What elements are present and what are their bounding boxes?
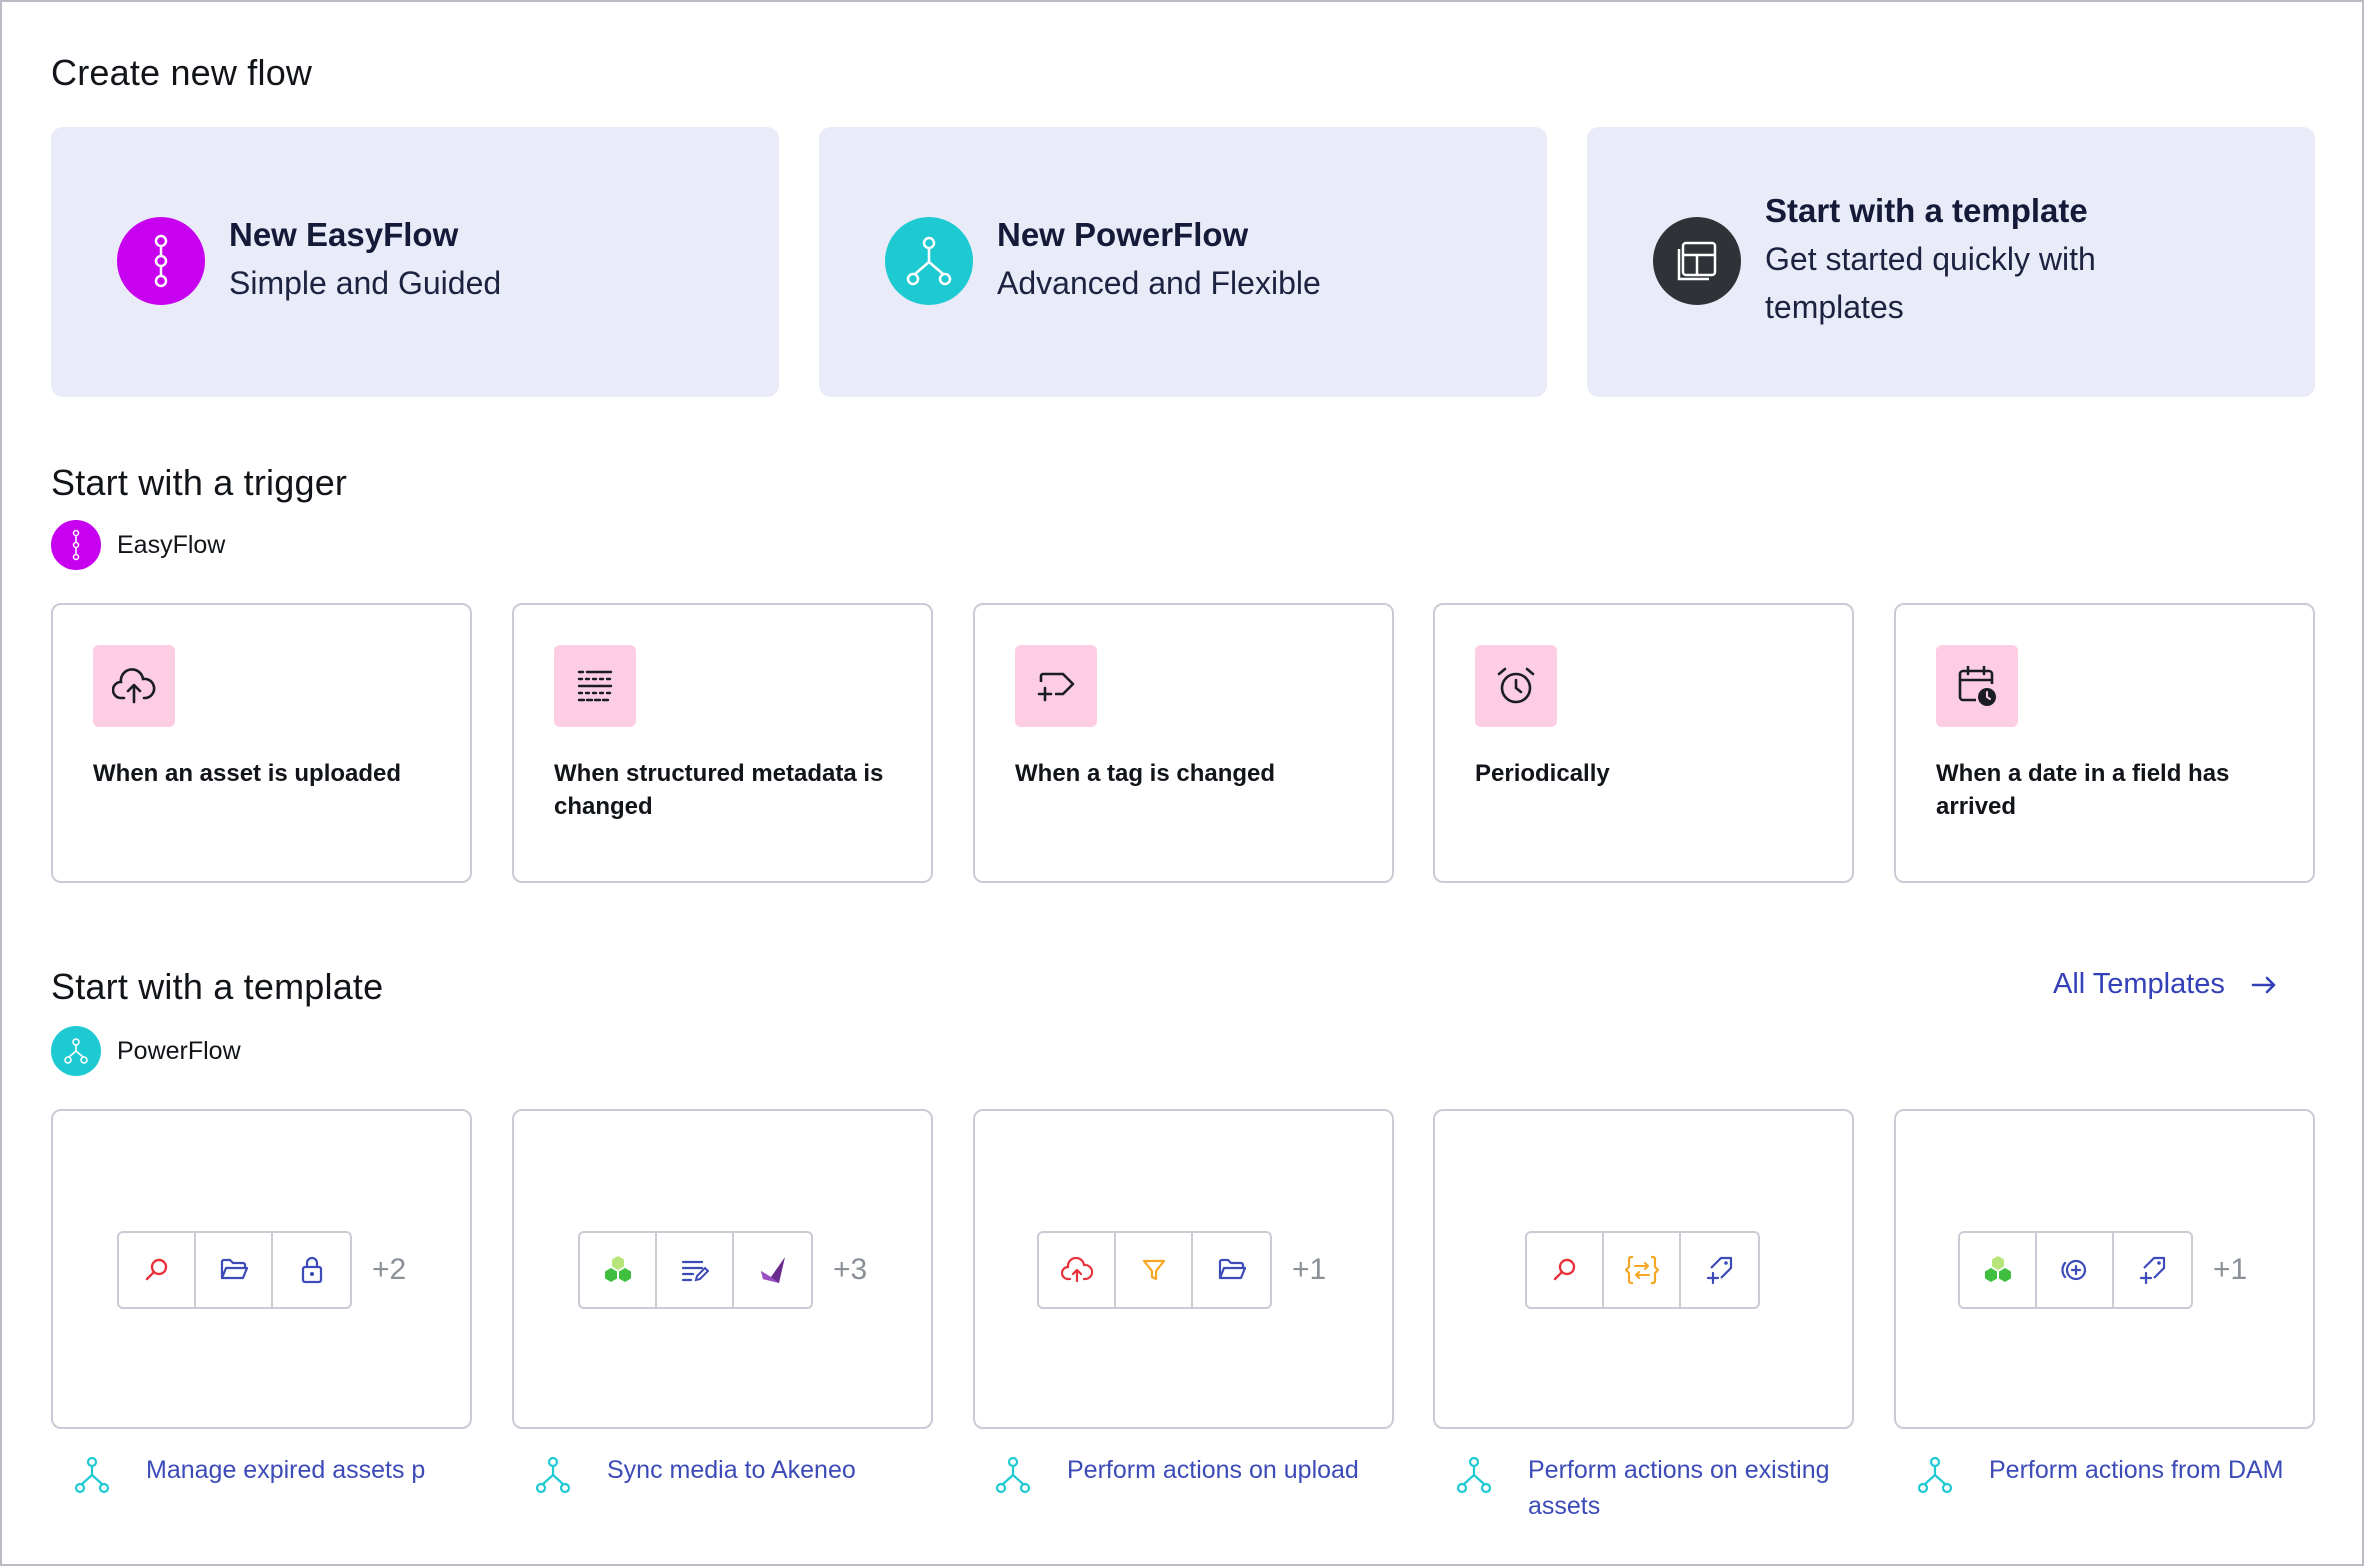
calendar-clock-icon: [1936, 645, 2018, 727]
new-easyflow-card[interactable]: New EasyFlow Simple and Guided: [51, 127, 779, 397]
template-title: Manage expired assets p: [146, 1456, 426, 1484]
card-subtitle: Advanced and Flexible: [997, 265, 1321, 301]
create-flow-heading: Create new flow: [51, 52, 313, 93]
template-heading: Start with a template: [51, 966, 384, 1007]
template-card-actions-upload[interactable]: +1: [973, 1109, 1394, 1429]
structured-metadata-icon: [554, 645, 636, 727]
badge-label: PowerFlow: [117, 1036, 241, 1065]
trigger-card-date-arrived[interactable]: When a date in a field has arrived: [1894, 603, 2315, 883]
new-powerflow-card[interactable]: New PowerFlow Advanced and Flexible: [819, 127, 1547, 397]
trigger-label: When a tag is changed: [1015, 760, 1276, 787]
template-link-actions-upload[interactable]: Perform actions on upload: [995, 1452, 1397, 1496]
folder-icon: [1193, 1233, 1270, 1307]
powerflow-icon: [1917, 1456, 1953, 1494]
cloud-upload-icon: [93, 645, 175, 727]
template-title: Perform actions on upload: [1067, 1456, 1359, 1484]
powerflow-icon: [1456, 1456, 1492, 1494]
more-count: +1: [1292, 1253, 1327, 1286]
easyflow-icon: [117, 217, 205, 305]
easyflow-icon: [51, 520, 101, 570]
card-title: New PowerFlow: [997, 216, 1249, 253]
search-icon: [1527, 1233, 1604, 1307]
trigger-heading: Start with a trigger: [51, 462, 348, 503]
template-title: Perform actions from DAM: [1989, 1456, 2284, 1484]
template-card-actions-dam[interactable]: +1: [1894, 1109, 2315, 1429]
trigger-label: When an asset is uploaded: [93, 760, 402, 787]
trigger-card-tag-changed[interactable]: When a tag is changed: [973, 603, 1394, 883]
template-link-sync-akeneo[interactable]: Sync media to Akeneo: [535, 1452, 937, 1496]
trigger-label: Periodically: [1475, 760, 1610, 787]
start-template-card[interactable]: Start with a template Get started quickl…: [1587, 127, 2315, 397]
template-card-actions-existing[interactable]: [1433, 1109, 1854, 1429]
powerflow-icon: [885, 217, 973, 305]
powerflow-icon: [74, 1456, 110, 1494]
trigger-label: When a date in a field has arrived: [1936, 760, 2230, 820]
more-count: +1: [2213, 1253, 2248, 1286]
code-transfer-icon: [1604, 1233, 1681, 1307]
search-icon: [119, 1233, 196, 1307]
card-subtitle: templates: [1765, 289, 1904, 325]
all-templates-label: All Templates: [2053, 968, 2225, 1000]
arrow-right-icon: [2251, 976, 2276, 993]
tag-plus-icon: [2114, 1233, 2191, 1307]
badge-label: EasyFlow: [117, 530, 226, 559]
alarm-clock-icon: [1475, 645, 1557, 727]
filter-icon: [1116, 1233, 1193, 1307]
trigger-card-periodically[interactable]: Periodically: [1433, 603, 1854, 883]
template-title: Perform actions on existing assets: [1528, 1456, 1830, 1520]
akeneo-logo-icon: [734, 1233, 811, 1307]
template-link-actions-existing[interactable]: Perform actions on existing assets: [1456, 1452, 1858, 1524]
cloud-upload-icon: [1039, 1233, 1116, 1307]
template-link-manage-expired[interactable]: Manage expired assets p: [74, 1452, 476, 1496]
powerflow-icon: [51, 1026, 101, 1076]
plus-circle-icon: [2037, 1233, 2114, 1307]
trigger-label: When structured metadata is changed: [554, 760, 884, 820]
powerflow-badge: PowerFlow: [51, 1026, 241, 1076]
tag-plus-icon: [1681, 1233, 1758, 1307]
template-card-sync-akeneo[interactable]: +3: [512, 1109, 933, 1429]
card-subtitle: Get started quickly with: [1765, 241, 2096, 277]
powerflow-icon: [995, 1456, 1031, 1494]
trigger-card-metadata-changed[interactable]: When structured metadata is changed: [512, 603, 933, 883]
card-subtitle: Simple and Guided: [229, 265, 502, 301]
tag-plus-icon: [1015, 645, 1097, 727]
template-link-actions-dam[interactable]: Perform actions from DAM: [1917, 1452, 2319, 1496]
all-templates-link[interactable]: All Templates: [2053, 968, 2277, 1001]
card-title: New EasyFlow: [229, 216, 459, 253]
edit-list-icon: [657, 1233, 734, 1307]
more-count: +2: [372, 1253, 407, 1286]
template-card-manage-expired[interactable]: +2: [51, 1109, 472, 1429]
easyflow-badge: EasyFlow: [51, 520, 225, 570]
template-layout-icon: [1653, 217, 1741, 305]
lock-icon: [273, 1233, 350, 1307]
card-title: Start with a template: [1765, 192, 2088, 229]
folder-icon: [196, 1233, 273, 1307]
hexagons-icon: [580, 1233, 657, 1307]
trigger-card-asset-uploaded[interactable]: When an asset is uploaded: [51, 603, 472, 883]
hexagons-icon: [1960, 1233, 2037, 1307]
powerflow-icon: [535, 1456, 571, 1494]
more-count: +3: [833, 1253, 868, 1286]
template-title: Sync media to Akeneo: [607, 1456, 856, 1484]
